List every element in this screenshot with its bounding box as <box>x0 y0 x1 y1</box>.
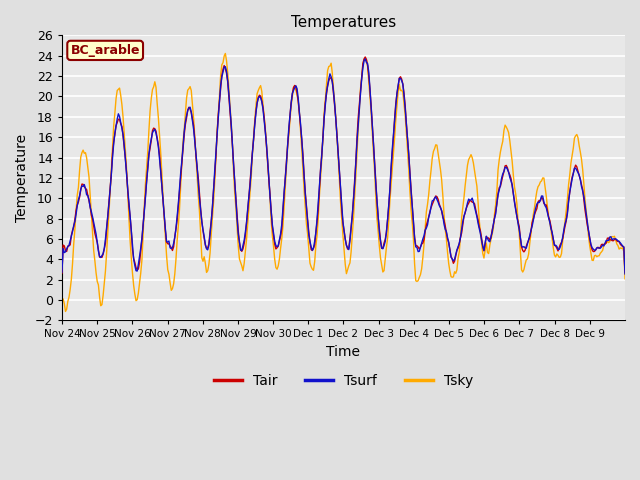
Tsurf <box>362 56 369 62</box>
Tsurf <box>296 109 303 115</box>
Legend: Tair, Tsurf, Tsky: Tair, Tsurf, Tsky <box>209 368 479 393</box>
Tair <box>233 214 241 219</box>
Tsky <box>572 133 579 139</box>
Tsurf <box>401 106 409 111</box>
Tsky <box>298 146 305 152</box>
Tsurf <box>473 214 481 219</box>
Tsky <box>58 296 66 302</box>
Tsurf <box>233 216 241 222</box>
Tsky <box>621 276 629 282</box>
Tsky <box>376 243 383 249</box>
Tsurf <box>621 271 629 277</box>
Tsurf <box>571 166 579 171</box>
Line: Tair: Tair <box>62 57 625 273</box>
Text: BC_arable: BC_arable <box>70 44 140 57</box>
Tair <box>374 214 382 220</box>
Tair <box>473 213 481 218</box>
Tsurf <box>58 269 66 275</box>
Y-axis label: Temperature: Temperature <box>15 134 29 222</box>
Tair <box>362 54 369 60</box>
X-axis label: Time: Time <box>326 345 360 359</box>
Title: Temperatures: Temperatures <box>291 15 396 30</box>
Tair <box>296 111 303 117</box>
Line: Tsky: Tsky <box>62 53 625 312</box>
Tsky <box>236 256 243 262</box>
Line: Tsurf: Tsurf <box>62 59 625 274</box>
Tsky <box>61 309 69 314</box>
Tair <box>401 103 409 108</box>
Tsurf <box>374 214 382 219</box>
Tair <box>621 270 629 276</box>
Tair <box>58 270 66 276</box>
Tsky <box>403 129 410 135</box>
Tair <box>571 166 579 171</box>
Tsky <box>221 50 229 56</box>
Tsky <box>474 199 482 205</box>
